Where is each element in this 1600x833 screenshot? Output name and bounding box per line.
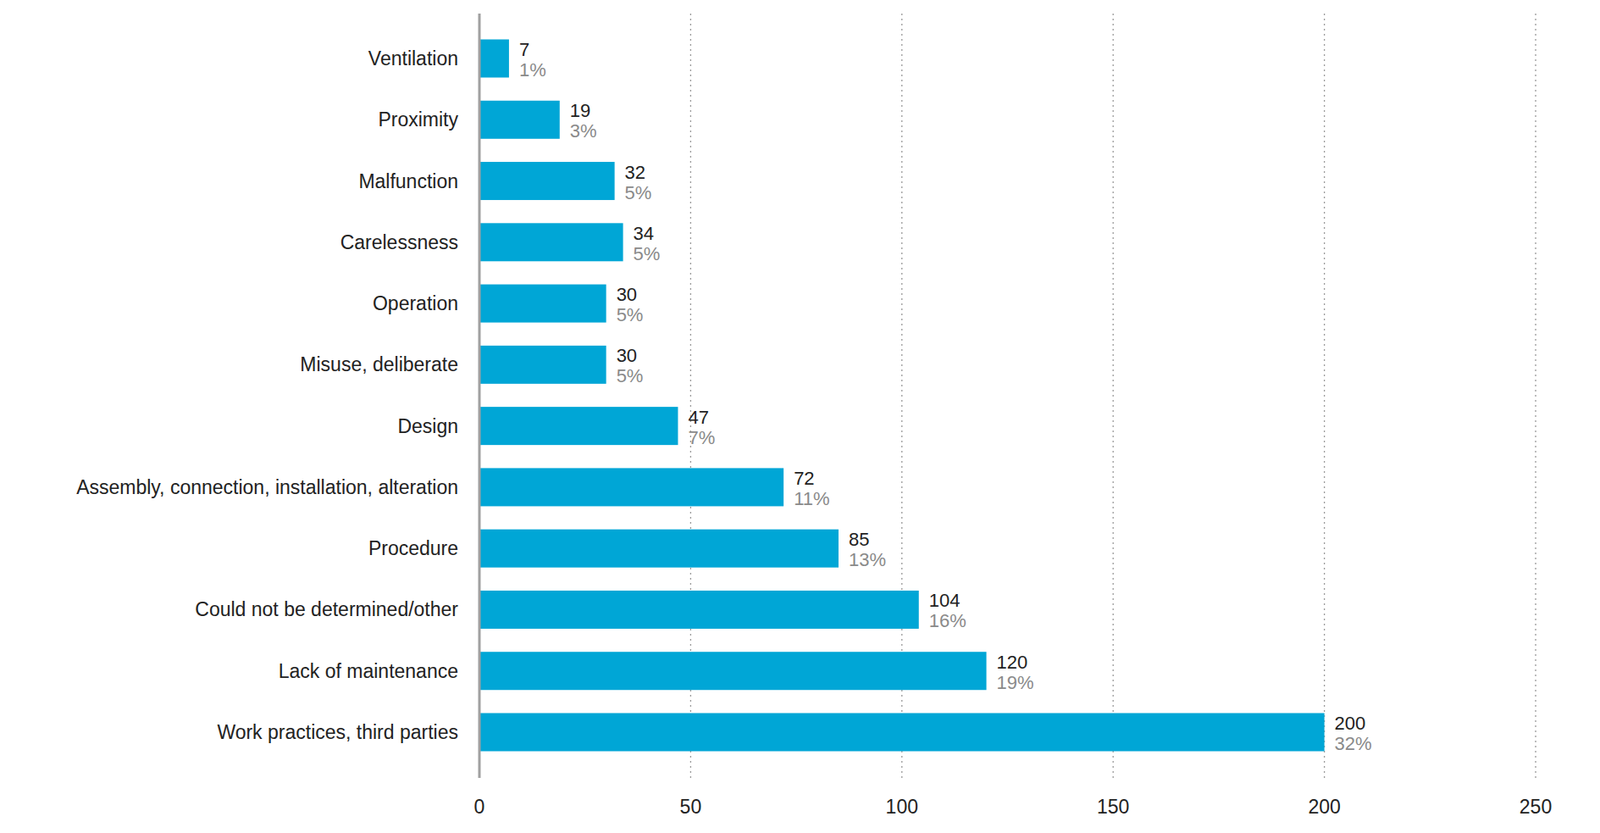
tick-label: 150 bbox=[1096, 795, 1130, 818]
data-label: 34 bbox=[633, 222, 654, 244]
bar bbox=[479, 651, 987, 690]
share-label: 11% bbox=[793, 487, 830, 510]
bar bbox=[479, 406, 678, 445]
share-label: 7% bbox=[687, 426, 715, 449]
chart-container: 0 50 100 150 200 250 Ventilation Proximity Malfu… bbox=[0, 0, 1600, 833]
tick-label: 50 bbox=[680, 795, 703, 818]
grid-line bbox=[1323, 13, 1325, 778]
share-label: 13% bbox=[848, 548, 886, 571]
bar bbox=[479, 161, 615, 200]
data-label: 32 bbox=[625, 161, 646, 183]
category-label: Operation bbox=[372, 292, 459, 315]
data-label: 104 bbox=[929, 589, 961, 611]
share-label: 3% bbox=[570, 120, 598, 142]
bar bbox=[479, 590, 920, 629]
share-label: 5% bbox=[616, 365, 644, 387]
share-label: 19% bbox=[996, 671, 1035, 693]
category-label: Malfunction bbox=[358, 170, 459, 193]
bar bbox=[479, 100, 560, 139]
data-label: 47 bbox=[687, 406, 709, 428]
chart-svg: 0 50 100 150 200 250 Ventilation Proximity Malfu… bbox=[0, 0, 1600, 833]
category-label: Lack of maintenance bbox=[278, 659, 459, 682]
tick-label: 200 bbox=[1307, 795, 1340, 818]
bar bbox=[479, 222, 624, 261]
share-label: 16% bbox=[929, 609, 967, 632]
share-label: 32% bbox=[1334, 732, 1373, 754]
bar bbox=[479, 467, 784, 506]
bar bbox=[479, 39, 510, 78]
bar bbox=[479, 713, 1325, 752]
share-label: 1% bbox=[519, 59, 547, 81]
category-label: Procedure bbox=[368, 537, 459, 560]
category-label: Assembly, connection, installation, alte… bbox=[76, 476, 459, 499]
grid-line bbox=[478, 13, 480, 778]
data-label: 72 bbox=[793, 467, 814, 489]
grid-line bbox=[1534, 13, 1536, 778]
data-label: 120 bbox=[996, 651, 1029, 673]
share-label: 5% bbox=[633, 243, 661, 265]
category-label: Carelessness bbox=[340, 231, 459, 254]
category-label: Proximity bbox=[377, 108, 459, 131]
data-label: 7 bbox=[519, 38, 530, 61]
share-label: 5% bbox=[616, 304, 644, 326]
category-label: Could not be determined/other bbox=[194, 597, 459, 621]
tick-label: 0 bbox=[474, 795, 486, 818]
data-label: 200 bbox=[1334, 712, 1367, 734]
bar bbox=[479, 345, 607, 384]
category-label: Design bbox=[397, 415, 459, 438]
data-label: 30 bbox=[616, 283, 637, 305]
category-label: Ventilation bbox=[368, 47, 459, 70]
category-label: Work practices, third parties bbox=[216, 720, 459, 743]
bars bbox=[479, 39, 1325, 752]
share-label: 5% bbox=[625, 182, 653, 204]
tick-label: 100 bbox=[885, 795, 919, 818]
data-label: 85 bbox=[848, 528, 870, 550]
axis-range bbox=[479, 777, 1536, 779]
category-label: Misuse, deliberate bbox=[299, 353, 459, 376]
grid-line bbox=[1112, 13, 1114, 778]
bar bbox=[479, 284, 607, 323]
data-label: 19 bbox=[570, 99, 591, 122]
axis-line bbox=[478, 13, 482, 778]
tick-label: 250 bbox=[1519, 795, 1552, 818]
bar bbox=[479, 529, 839, 568]
data-label: 30 bbox=[616, 344, 637, 366]
